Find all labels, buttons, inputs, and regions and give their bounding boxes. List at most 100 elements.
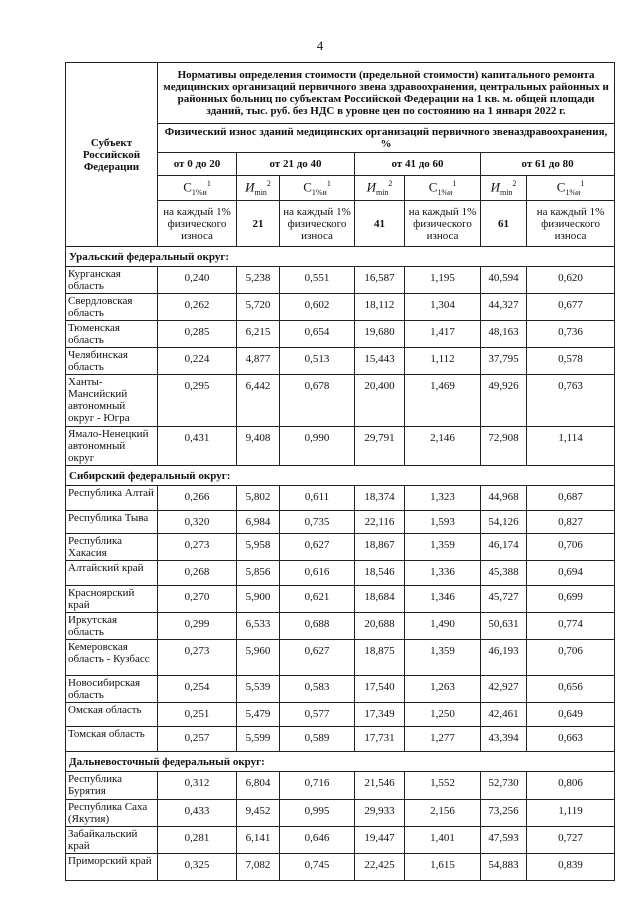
cost-per-percent-cell: 1,250 <box>404 702 481 727</box>
cost-per-percent-cell: 1,304 <box>404 293 481 321</box>
symbol-sub: min <box>499 187 513 197</box>
cost-per-percent-cell: 0,616 <box>279 560 355 586</box>
cost-per-percent-cell: 0,325 <box>157 853 237 881</box>
cost-per-percent-cell: 1,323 <box>404 485 481 511</box>
per-percent-label: на каждый 1% физического износа <box>157 200 237 247</box>
imin-cost-cell: 54,126 <box>480 510 527 534</box>
symbol-sub: 1%и <box>565 187 581 197</box>
imin-cost-cell: 48,163 <box>480 320 527 348</box>
table-row: Челябинская область 0,224 4,877 0,513 15,443… <box>65 347 616 375</box>
imin-cost-cell: 19,447 <box>354 826 405 854</box>
cost-per-percent-cell: 0,270 <box>157 585 237 613</box>
cost-per-percent-cell: 0,656 <box>525 675 616 703</box>
subject-name: Новосибирская область <box>65 675 158 703</box>
cost-per-percent-cell: 0,577 <box>279 702 355 727</box>
imin-cost-cell: 73,256 <box>480 799 527 827</box>
cost-per-percent-cell: 1,346 <box>404 585 481 613</box>
subject-name: Республика Тыва <box>65 510 158 534</box>
imin-cost-cell: 5,479 <box>236 702 280 727</box>
imin-cost-cell: 16,587 <box>354 266 405 294</box>
imin-cost-cell: 20,400 <box>354 374 405 427</box>
imin-cost-cell: 6,804 <box>236 771 280 800</box>
footnote-ref: 1 <box>326 178 331 188</box>
imin-cost-cell: 72,908 <box>480 426 527 466</box>
imin-cost-cell: 18,867 <box>354 533 405 561</box>
cost-per-percent-cell: 0,839 <box>525 853 616 881</box>
cost-per-percent-cell: 1,469 <box>404 374 481 427</box>
footnote-ref: 2 <box>388 178 393 188</box>
cost-per-percent-cell: 0,716 <box>279 771 355 800</box>
cost-per-percent-cell: 0,433 <box>157 799 237 827</box>
cost-per-percent-cell: 1,263 <box>404 675 481 703</box>
cost-per-percent-cell: 0,578 <box>525 347 616 375</box>
table-row: Иркутская область 0,299 6,533 0,688 20,688 1,… <box>65 612 616 640</box>
range-0-20: от 0 до 20 <box>157 152 237 176</box>
symbol-letter: С <box>556 178 566 194</box>
imin-cost-cell: 6,215 <box>236 320 280 348</box>
federal-district-name: Сибирский федеральный округ: <box>64 465 616 486</box>
cost-per-percent-cell: 0,699 <box>525 585 616 613</box>
cost-per-percent-cell: 0,688 <box>279 612 355 640</box>
cost-per-percent-cell: 1,359 <box>404 533 481 561</box>
cost-per-percent-cell: 0,268 <box>157 560 237 586</box>
subject-name: Республика Бурятия <box>65 771 158 800</box>
cost-per-percent-cell: 0,678 <box>279 374 355 427</box>
federal-district-name: Дальневосточный федеральный округ: <box>64 751 616 772</box>
cost-per-percent-cell: 0,513 <box>279 347 355 375</box>
cost-per-percent-cell: 0,735 <box>279 510 355 534</box>
subject-name: Ханты-Мансийский автономный округ - Югра <box>65 374 158 427</box>
imin-cost-cell: 9,408 <box>236 426 280 466</box>
subject-name: Приморский край <box>65 853 158 881</box>
imin-cost-cell: 18,112 <box>354 293 405 321</box>
cost-per-percent-cell: 1,615 <box>404 853 481 881</box>
cost-per-percent-cell: 0,254 <box>157 675 237 703</box>
cost-per-percent-cell: 0,611 <box>279 485 355 511</box>
footnote-ref: 1 <box>452 178 457 188</box>
subject-name: Республика Алтай <box>65 485 158 511</box>
symbol-letter: С <box>183 178 192 194</box>
range-41-60: от 41 до 60 <box>354 152 481 176</box>
per-percent-label: на каждый 1% физического износа <box>404 200 481 247</box>
symbol-c-1pct: С1%и1 <box>525 175 616 201</box>
cost-per-percent-cell: 0,677 <box>525 293 616 321</box>
cost-per-percent-cell: 0,654 <box>279 320 355 348</box>
cost-per-percent-cell: 1,359 <box>404 639 481 676</box>
cost-per-percent-cell: 0,285 <box>157 320 237 348</box>
cost-per-percent-cell: 0,589 <box>279 726 355 752</box>
imin-cost-cell: 5,900 <box>236 585 280 613</box>
cost-per-percent-cell: 1,195 <box>404 266 481 294</box>
table-row: Тюменская область 0,285 6,215 0,654 19,680 1,… <box>65 320 616 348</box>
cost-per-percent-cell: 1,593 <box>404 510 481 534</box>
symbol-letter: И <box>245 178 255 194</box>
cost-per-percent-cell: 0,649 <box>525 702 616 727</box>
symbol-sub: 1%и <box>191 187 207 197</box>
footnote-ref: 2 <box>266 178 271 188</box>
subject-name: Республика Хакасия <box>65 533 158 561</box>
symbol-c-1pct: С1%и1 <box>157 175 237 201</box>
table-row: Свердловская область 0,262 5,720 0,602 18,11… <box>65 293 616 321</box>
table-row: Красноярский край 0,270 5,900 0,621 18,684 1,… <box>65 585 616 613</box>
symbol-sub: 1%и <box>311 187 327 197</box>
page-number: 4 <box>316 38 324 53</box>
symbol-sub: min <box>375 187 389 197</box>
imin-cost-cell: 44,968 <box>480 485 527 511</box>
symbol-letter: С <box>428 178 438 194</box>
subject-name: Красноярский край <box>65 585 158 613</box>
symbol-c-1pct: С1%и1 <box>404 175 481 201</box>
imin-cost-cell: 6,533 <box>236 612 280 640</box>
table-row: Ханты-Мансийский автономный округ - Югра… <box>65 374 616 427</box>
imin-cost-cell: 20,688 <box>354 612 405 640</box>
imin-cost-cell: 40,594 <box>480 266 527 294</box>
subject-name: Республика Саха (Якутия) <box>65 799 158 827</box>
cost-per-percent-cell: 0,281 <box>157 826 237 854</box>
imin-cost-cell: 21,546 <box>354 771 405 800</box>
cost-per-percent-cell: 1,114 <box>525 426 616 466</box>
cost-per-percent-cell: 0,774 <box>525 612 616 640</box>
table-row: Томская область 0,257 5,599 0,589 17,731 1,27… <box>65 726 616 752</box>
cost-per-percent-cell: 1,336 <box>404 560 481 586</box>
cost-per-percent-cell: 2,156 <box>404 799 481 827</box>
cost-per-percent-cell: 0,431 <box>157 426 237 466</box>
cost-per-percent-cell: 0,706 <box>525 533 616 561</box>
subject-name: Томская область <box>65 726 158 752</box>
imin-cost-cell: 18,875 <box>354 639 405 676</box>
